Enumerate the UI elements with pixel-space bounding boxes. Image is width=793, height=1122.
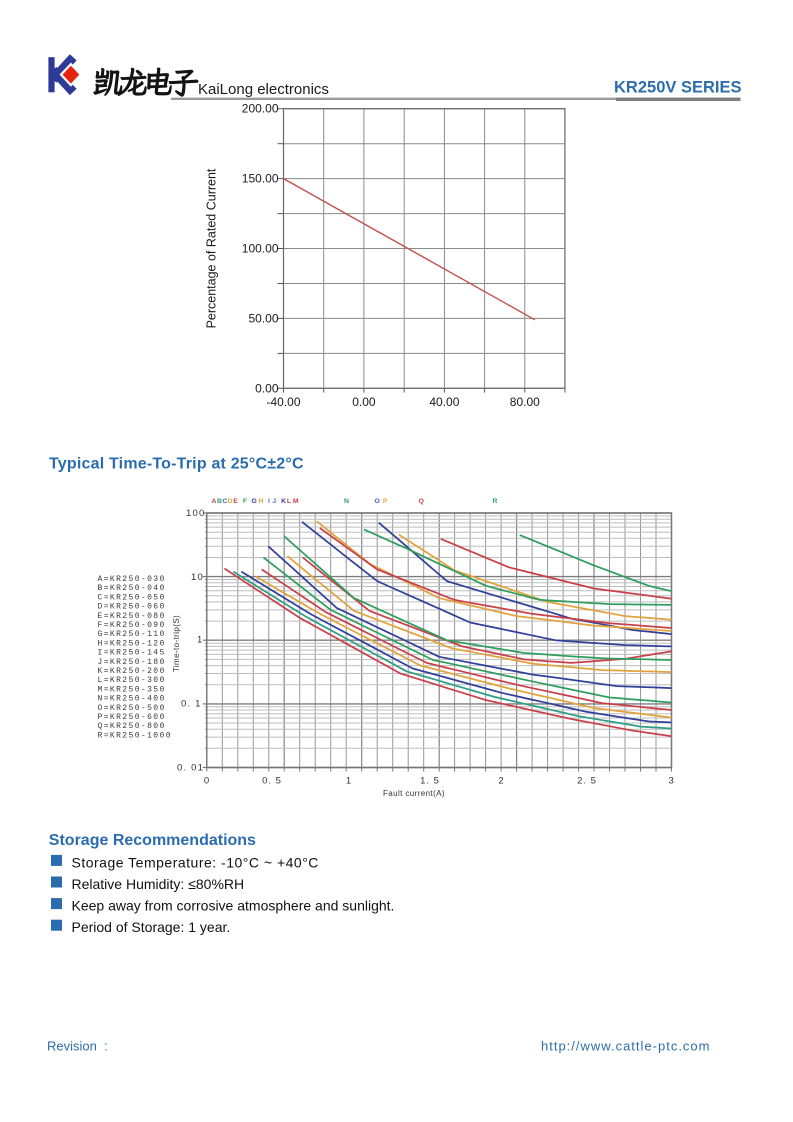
svg-text:40.00: 40.00 — [429, 395, 459, 409]
svg-text:C=KR250-050: C=KR250-050 — [98, 593, 166, 602]
svg-text:Fault current(A): Fault current(A) — [383, 789, 445, 798]
svg-text:Time-to-trip(S): Time-to-trip(S) — [172, 615, 181, 672]
svg-text:K=KR250-200: K=KR250-200 — [98, 667, 166, 676]
svg-text:A: A — [212, 498, 217, 505]
svg-text:P=KR250-600: P=KR250-600 — [98, 713, 166, 722]
svg-text:0. 01: 0. 01 — [177, 763, 204, 774]
svg-text:http://www.cattle-ptc.com: http://www.cattle-ptc.com — [541, 1039, 711, 1054]
svg-text:2: 2 — [498, 776, 504, 787]
svg-text:1: 1 — [197, 635, 203, 646]
svg-text:200.00: 200.00 — [242, 102, 279, 116]
svg-text:100: 100 — [186, 508, 205, 519]
svg-text:80.00: 80.00 — [510, 395, 540, 409]
svg-text:K: K — [281, 498, 286, 505]
svg-text:A=KR250-030: A=KR250-030 — [98, 575, 166, 584]
svg-text:I: I — [268, 498, 270, 505]
svg-text:50.00: 50.00 — [248, 311, 278, 325]
svg-text:N=KR250-400: N=KR250-400 — [98, 695, 166, 704]
svg-text:D=KR250-060: D=KR250-060 — [98, 603, 166, 612]
svg-text:1. 5: 1. 5 — [420, 776, 440, 787]
svg-text:Period of Storage: 1 year.: Period of Storage: 1 year. — [72, 919, 231, 935]
svg-text:Storage Recommendations: Storage Recommendations — [49, 832, 256, 849]
svg-text:Keep away from corrosive atmos: Keep away from corrosive atmosphere and … — [72, 898, 395, 914]
svg-text:R=KR250-1000: R=KR250-1000 — [98, 731, 172, 740]
svg-text:L=KR250-300: L=KR250-300 — [98, 676, 166, 685]
svg-text:-40.00: -40.00 — [266, 395, 300, 409]
svg-text:G: G — [252, 498, 257, 505]
svg-text:E=KR250-080: E=KR250-080 — [98, 612, 166, 621]
svg-text:H=KR250-120: H=KR250-120 — [98, 639, 166, 648]
svg-text:J: J — [272, 498, 276, 505]
svg-text:P: P — [383, 498, 388, 505]
svg-text:Revision :: Revision : — [47, 1039, 108, 1054]
svg-text:F: F — [243, 498, 247, 505]
svg-text:Q: Q — [419, 498, 424, 505]
svg-text:M: M — [293, 498, 299, 505]
svg-text:I=KR250-145: I=KR250-145 — [98, 649, 166, 658]
svg-text:0: 0 — [204, 776, 210, 787]
svg-text:100.00: 100.00 — [242, 242, 279, 256]
svg-text:Relative Humidity: ≤80%RH: Relative Humidity: ≤80%RH — [72, 876, 245, 892]
svg-text:N: N — [344, 498, 349, 505]
svg-text:O=KR250-500: O=KR250-500 — [98, 704, 166, 713]
svg-text:Typical Time-To-Trip at 25°C±2: Typical Time-To-Trip at 25°C±2°C — [49, 456, 304, 473]
svg-text:3: 3 — [669, 776, 675, 787]
svg-text:10: 10 — [191, 572, 204, 583]
svg-text:Storage Temperature: -10°C ~ +: Storage Temperature: -10°C ~ +40°C — [72, 854, 319, 870]
svg-text:J=KR250-180: J=KR250-180 — [98, 658, 166, 667]
svg-text:0. 1: 0. 1 — [181, 699, 202, 710]
svg-text:Percentage of Rated Current: Percentage of Rated Current — [205, 168, 219, 328]
svg-text:0.00: 0.00 — [255, 381, 279, 395]
svg-text:O: O — [375, 498, 380, 505]
svg-text:KR250V SERIES: KR250V SERIES — [614, 79, 741, 97]
svg-text:0.00: 0.00 — [352, 395, 376, 409]
svg-text:E: E — [233, 498, 238, 505]
svg-text:2. 5: 2. 5 — [577, 776, 597, 787]
svg-text:150.00: 150.00 — [242, 172, 279, 186]
svg-text:KaiLong electronics: KaiLong electronics — [198, 81, 329, 98]
svg-text:H: H — [258, 498, 263, 505]
svg-text:Q=KR250-800: Q=KR250-800 — [98, 722, 166, 731]
svg-text:R: R — [492, 498, 497, 505]
svg-text:M=KR250-350: M=KR250-350 — [98, 685, 166, 694]
svg-text:1: 1 — [346, 776, 352, 787]
svg-text:F=KR250-090: F=KR250-090 — [98, 621, 166, 630]
svg-text:G=KR250-110: G=KR250-110 — [98, 630, 166, 639]
svg-text:D: D — [228, 498, 233, 505]
svg-text:B: B — [217, 498, 222, 505]
svg-text:L: L — [287, 498, 291, 505]
svg-text:B=KR250-040: B=KR250-040 — [98, 584, 166, 593]
svg-text:C: C — [222, 498, 227, 505]
svg-text:0. 5: 0. 5 — [262, 776, 282, 787]
